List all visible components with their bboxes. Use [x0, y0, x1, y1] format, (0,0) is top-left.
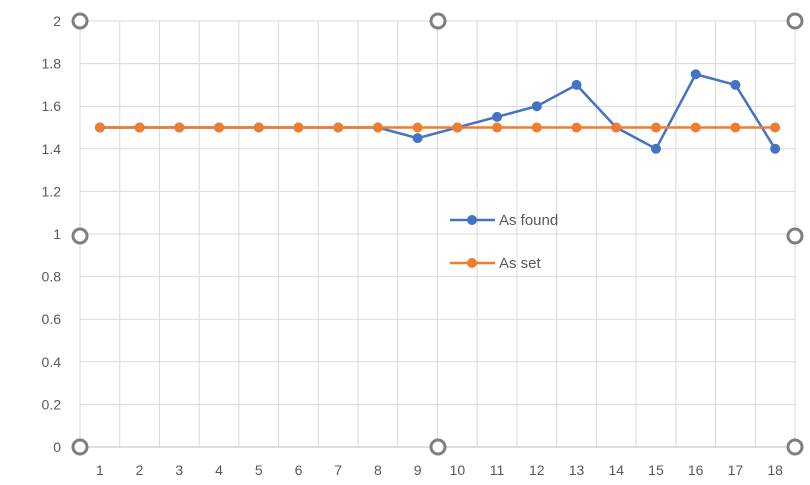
y-tick-label: 0.4 — [42, 354, 62, 370]
resize-handle[interactable] — [71, 12, 89, 30]
series-as-set — [94, 122, 781, 133]
x-tick-label: 18 — [767, 462, 783, 478]
grid — [79, 20, 796, 448]
data-point — [531, 101, 542, 112]
x-tick-label: 14 — [608, 462, 624, 478]
x-tick-label: 16 — [688, 462, 704, 478]
data-point — [412, 133, 423, 144]
data-point — [770, 143, 781, 154]
x-tick-label: 9 — [414, 462, 422, 478]
data-point — [253, 122, 264, 133]
y-tick-label: 0.2 — [42, 396, 62, 412]
data-point — [412, 122, 423, 133]
y-tick-label: 2 — [53, 13, 61, 29]
x-tick-label: 10 — [450, 462, 466, 478]
y-tick-label: 1.2 — [42, 183, 62, 199]
resize-handle[interactable] — [786, 12, 804, 30]
resize-handle[interactable] — [429, 438, 447, 456]
x-tick-label: 6 — [295, 462, 303, 478]
resize-handle[interactable] — [71, 227, 89, 245]
y-tick-label: 1.8 — [42, 56, 62, 72]
selection-handles[interactable] — [71, 12, 804, 456]
axes: 00.20.40.60.811.21.41.61.821 2 3 4 5 6 7 8 9 10 11… — [42, 13, 795, 478]
data-point — [452, 122, 463, 133]
x-tick-label: 1 — [96, 462, 104, 478]
data-point — [690, 122, 701, 133]
data-point — [690, 69, 701, 80]
y-tick-label: 1 — [53, 226, 61, 242]
data-point — [333, 122, 344, 133]
resize-handle[interactable] — [786, 438, 804, 456]
data-point — [94, 122, 105, 133]
y-tick-label: 0 — [53, 439, 61, 455]
data-point — [134, 122, 145, 133]
x-tick-label: 12 — [529, 462, 545, 478]
data-point — [214, 122, 225, 133]
data-point — [492, 122, 503, 133]
legend-marker-as-set — [467, 258, 477, 268]
legend-label-as-set: As set — [499, 255, 542, 272]
data-point — [611, 122, 622, 133]
data-point — [730, 79, 741, 90]
y-tick-label: 1.6 — [42, 98, 62, 114]
legend-label-as-found: As found — [499, 212, 558, 229]
x-tick-label: 15 — [648, 462, 664, 478]
series-layer — [94, 69, 781, 154]
data-point — [372, 122, 383, 133]
data-point — [571, 122, 582, 133]
resize-handle[interactable] — [429, 12, 447, 30]
x-tick-label: 11 — [490, 462, 505, 478]
data-point — [730, 122, 741, 133]
x-tick-label: 4 — [215, 462, 223, 478]
legend: As found As set — [450, 212, 558, 272]
x-tick-label: 7 — [334, 462, 342, 478]
y-tick-label: 0.8 — [42, 269, 62, 285]
data-point — [293, 122, 304, 133]
data-point — [650, 122, 661, 133]
x-tick-label: 2 — [136, 462, 144, 478]
x-tick-label: 13 — [569, 462, 585, 478]
resize-handle[interactable] — [71, 438, 89, 456]
data-point — [492, 111, 503, 122]
data-point — [650, 143, 661, 154]
data-point — [174, 122, 185, 133]
resize-handle[interactable] — [786, 227, 804, 245]
x-tick-label: 8 — [374, 462, 382, 478]
data-point — [571, 79, 582, 90]
y-tick-label: 0.6 — [42, 311, 62, 327]
x-tick-label: 5 — [255, 462, 263, 478]
legend-marker-as-found — [467, 215, 477, 225]
x-tick-label: 3 — [175, 462, 183, 478]
data-point — [770, 122, 781, 133]
x-tick-label: 17 — [728, 462, 744, 478]
data-point — [531, 122, 542, 133]
y-tick-label: 1.4 — [42, 141, 62, 157]
